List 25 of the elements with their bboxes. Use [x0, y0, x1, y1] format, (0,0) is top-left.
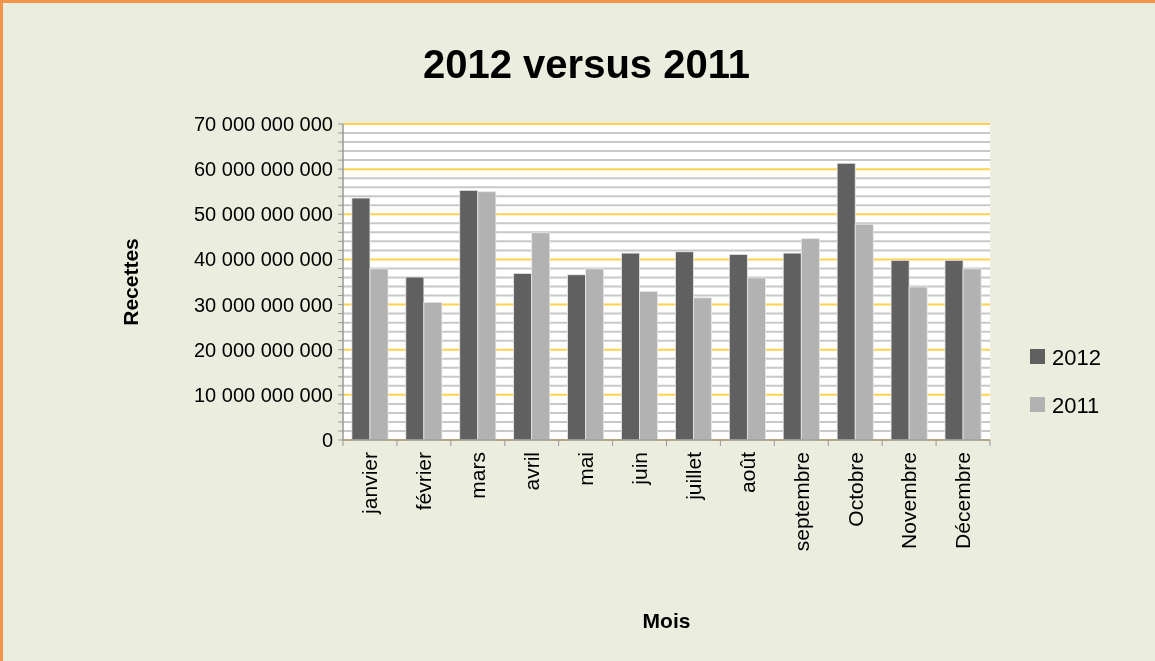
x-tick-label: septembre: [789, 452, 813, 552]
y-tick-label: 50 000 000 000: [193, 203, 333, 226]
y-tick-label: 20 000 000 000: [193, 338, 333, 361]
x-tick-label: février: [412, 452, 436, 511]
legend-label: 2012: [1052, 344, 1101, 370]
legend-label: 2011: [1052, 392, 1100, 418]
x-tick-label: Octobre: [843, 452, 867, 527]
y-tick-label: 60 000 000 000: [193, 158, 333, 181]
x-tick-label: Novembre: [897, 452, 921, 549]
x-tick-label: mai: [573, 452, 597, 486]
x-tick-label: juin: [627, 452, 651, 486]
x-tick-label: août: [735, 451, 759, 493]
y-axis-title: Recettes: [119, 238, 142, 326]
x-tick-label: Décembre: [951, 452, 975, 549]
chart-title: 2012 versus 2011: [423, 42, 750, 86]
y-tick-label: 0: [321, 429, 333, 451]
x-tick-label: avril: [520, 452, 544, 491]
x-tick-label: janvier: [358, 452, 382, 515]
y-tick-label: 40 000 000 000: [193, 248, 333, 271]
x-tick-label: mars: [466, 452, 490, 499]
y-tick-label: 70 000 000 000: [193, 113, 333, 135]
x-tick-label: juillet: [681, 451, 705, 501]
x-axis-title: Mois: [642, 609, 691, 632]
y-tick-label: 10 000 000 000: [193, 383, 333, 406]
y-tick-label: 30 000 000 000: [193, 293, 333, 316]
